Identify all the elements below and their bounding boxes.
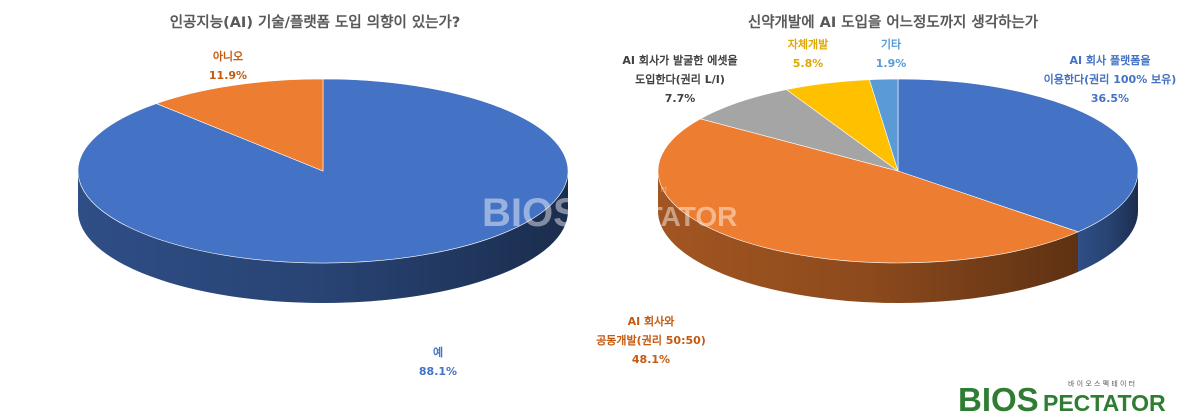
- watermark-center-sub: 바 이 오 스 펙 테 이 터: [600, 185, 667, 194]
- slice-label-0: AI 회사 플랫폼을 이용한다(권리 100% 보유) 36.5%: [1044, 53, 1177, 105]
- watermark-center-logo-b: PECTATOR: [588, 201, 737, 232]
- slice-label-3: 자체개발 5.8%: [788, 37, 828, 70]
- slice-value-0: 88.1%: [419, 365, 457, 378]
- slice-value-1: 48.1%: [632, 353, 670, 366]
- chart-left: 인공지능(AI) 기술/플랫폼 도입 의향이 있는가? 예 88.1% 아니오 11.…: [77, 13, 569, 378]
- pie-slice-4: [869, 78, 899, 172]
- pie-side-shade-0: [78, 171, 568, 303]
- chart-left-pie: [77, 78, 569, 303]
- slice-label-4: 기타 1.9%: [876, 37, 907, 70]
- slice-label-0: 예 88.1%: [419, 345, 457, 378]
- slice-label-2: AI 회사가 발굴한 에셋을 도입한다(권리 L/I) 7.7%: [622, 53, 737, 105]
- chart-left-labels: 예 88.1% 아니오 11.9%: [209, 49, 457, 378]
- chart-right-labels: AI 회사 플랫폼을 이용한다(권리 100% 보유) 36.5% AI 회사와 공동개…: [596, 37, 1176, 366]
- pie-slice-1: [155, 78, 324, 172]
- logo-bottom-right: BIOS PECTATOR 바 이 오 스 펙 테 이 터: [958, 379, 1166, 418]
- watermark-center: BIOS PECTATOR 바 이 오 스 펙 테 이 터: [482, 185, 737, 235]
- watermark-center-logo-a: BIOS: [482, 191, 580, 235]
- slice-value-2: 7.7%: [665, 92, 696, 105]
- pie-slice-2: [699, 89, 899, 172]
- pie-side-shade-0: [1078, 171, 1138, 272]
- pie-slice-0: [897, 78, 1139, 233]
- chart-right-pie: [657, 78, 1139, 303]
- slice-value-0: 36.5%: [1091, 92, 1129, 105]
- chart-right-title: 신약개발에 AI 도입을 어느정도까지 생각하는가: [748, 13, 1039, 31]
- slice-value-3: 5.8%: [793, 57, 824, 70]
- slice-label-1: AI 회사와 공동개발(권리 50:50) 48.1%: [596, 314, 706, 366]
- slice-label-1: 아니오 11.9%: [209, 49, 247, 82]
- logo-sub: 바 이 오 스 펙 테 이 터: [1068, 379, 1135, 388]
- slice-value-4: 1.9%: [876, 57, 907, 70]
- logo-text-pectator: PECTATOR: [1043, 390, 1166, 416]
- chart-right: 신약개발에 AI 도입을 어느정도까지 생각하는가 AI 회사 플랫폼을 이용한다…: [596, 13, 1176, 366]
- logo-text-bios: BIOS: [958, 381, 1039, 418]
- slice-value-1: 11.9%: [209, 69, 247, 82]
- chart-left-title: 인공지능(AI) 기술/플랫폼 도입 의향이 있는가?: [170, 13, 461, 31]
- pie-slice-1: [657, 118, 1079, 264]
- pie-side-shade-1: [658, 171, 1079, 303]
